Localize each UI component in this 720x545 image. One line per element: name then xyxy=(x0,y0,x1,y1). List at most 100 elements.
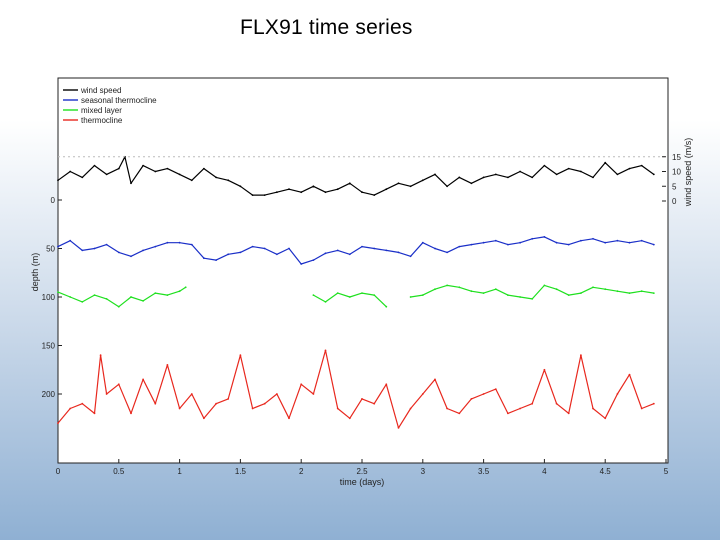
data-point-thermocline xyxy=(276,393,278,395)
data-point-wind-speed xyxy=(203,167,205,170)
data-point-seasonal-thermocline xyxy=(117,251,120,254)
data-point-mixed-layer xyxy=(57,291,59,293)
data-point-seasonal-thermocline xyxy=(446,251,448,254)
data-point-mixed-layer xyxy=(640,290,643,293)
wind-tick-label: 15 xyxy=(672,153,681,162)
data-point-thermocline xyxy=(251,407,254,410)
data-point-thermocline xyxy=(616,393,619,395)
data-point-mixed-layer xyxy=(628,292,631,294)
data-point-thermocline xyxy=(324,349,327,352)
data-point-mixed-layer xyxy=(531,298,534,300)
legend-label: wind speed xyxy=(80,86,121,95)
data-point-seasonal-thermocline xyxy=(482,241,485,244)
data-point-thermocline xyxy=(142,378,145,381)
depth-tick-label: 200 xyxy=(42,390,56,399)
data-point-thermocline xyxy=(652,402,655,405)
depth-tick-label: 100 xyxy=(42,293,56,302)
data-point-seasonal-thermocline xyxy=(592,237,594,240)
data-point-wind-speed xyxy=(409,185,412,188)
wind-axis-label: wind speed (m/s) xyxy=(683,138,693,208)
data-point-thermocline xyxy=(69,407,72,410)
x-tick-label: 3.5 xyxy=(478,467,490,476)
data-point-thermocline xyxy=(57,422,59,424)
data-point-mixed-layer xyxy=(312,294,315,296)
data-point-seasonal-thermocline xyxy=(361,245,363,248)
data-point-thermocline xyxy=(543,368,546,371)
data-point-seasonal-thermocline xyxy=(190,243,193,246)
data-point-thermocline xyxy=(99,354,102,357)
data-point-seasonal-thermocline xyxy=(348,253,351,256)
data-point-wind-speed xyxy=(105,173,108,176)
data-point-wind-speed xyxy=(652,173,655,176)
data-point-mixed-layer xyxy=(604,288,607,291)
data-point-seasonal-thermocline xyxy=(276,253,278,256)
data-point-wind-speed xyxy=(361,191,363,194)
wind-tick-label: 0 xyxy=(672,197,677,206)
data-point-seasonal-thermocline xyxy=(580,239,582,242)
data-point-seasonal-thermocline xyxy=(470,243,473,246)
data-point-seasonal-thermocline xyxy=(458,245,461,248)
data-point-seasonal-thermocline xyxy=(142,249,145,252)
data-point-thermocline xyxy=(531,402,534,405)
data-point-thermocline xyxy=(640,407,643,410)
data-point-wind-speed xyxy=(312,185,315,188)
data-point-thermocline xyxy=(178,407,181,410)
data-point-wind-speed xyxy=(446,185,448,188)
data-point-mixed-layer xyxy=(434,288,436,291)
data-point-wind-speed xyxy=(215,176,218,179)
data-point-wind-speed xyxy=(117,167,120,170)
data-point-wind-speed xyxy=(628,167,631,170)
data-point-wind-speed xyxy=(458,176,461,179)
data-point-wind-speed xyxy=(604,161,607,164)
data-point-mixed-layer xyxy=(616,290,619,293)
data-point-wind-speed xyxy=(482,176,485,179)
data-point-thermocline xyxy=(592,407,594,410)
data-point-mixed-layer xyxy=(592,286,594,289)
data-point-mixed-layer xyxy=(652,292,655,294)
wind-tick-label: 10 xyxy=(672,168,681,177)
data-point-wind-speed xyxy=(142,164,145,167)
data-point-thermocline xyxy=(397,427,400,429)
data-point-thermocline xyxy=(348,417,351,420)
data-point-wind-speed xyxy=(263,194,266,197)
data-point-mixed-layer xyxy=(93,294,96,296)
data-point-wind-speed xyxy=(324,191,327,194)
data-point-wind-speed xyxy=(494,173,497,176)
data-point-mixed-layer xyxy=(494,288,497,291)
data-point-wind-speed xyxy=(543,164,546,167)
data-point-wind-speed xyxy=(227,179,230,182)
data-point-thermocline xyxy=(580,354,582,357)
x-tick-label: 4 xyxy=(542,467,547,476)
data-point-mixed-layer xyxy=(385,305,388,308)
data-point-mixed-layer xyxy=(421,294,424,296)
data-point-seasonal-thermocline xyxy=(543,236,546,238)
data-point-mixed-layer xyxy=(117,305,120,308)
data-point-mixed-layer xyxy=(567,294,570,296)
data-point-seasonal-thermocline xyxy=(397,251,400,254)
data-point-thermocline xyxy=(628,373,631,376)
data-point-wind-speed xyxy=(300,191,303,194)
data-point-seasonal-thermocline xyxy=(494,239,497,242)
data-point-seasonal-thermocline xyxy=(373,247,376,250)
data-point-mixed-layer xyxy=(458,286,461,289)
data-point-seasonal-thermocline xyxy=(640,239,643,242)
data-point-seasonal-thermocline xyxy=(263,247,266,250)
data-point-mixed-layer xyxy=(507,294,509,296)
data-point-wind-speed xyxy=(531,176,534,179)
data-point-thermocline xyxy=(385,383,388,386)
x-tick-label: 3 xyxy=(421,467,426,476)
data-point-mixed-layer xyxy=(324,301,327,303)
data-point-wind-speed xyxy=(385,188,388,191)
depth-tick-label: 0 xyxy=(51,196,56,205)
data-point-wind-speed xyxy=(470,182,473,185)
data-point-thermocline xyxy=(93,412,96,415)
data-point-wind-speed xyxy=(178,173,181,176)
data-point-seasonal-thermocline xyxy=(154,245,157,248)
data-point-seasonal-thermocline xyxy=(324,252,327,255)
data-point-thermocline xyxy=(446,407,448,410)
data-point-wind-speed xyxy=(434,173,436,176)
data-point-wind-speed xyxy=(616,173,619,176)
wind-tick-label: 5 xyxy=(672,182,677,191)
